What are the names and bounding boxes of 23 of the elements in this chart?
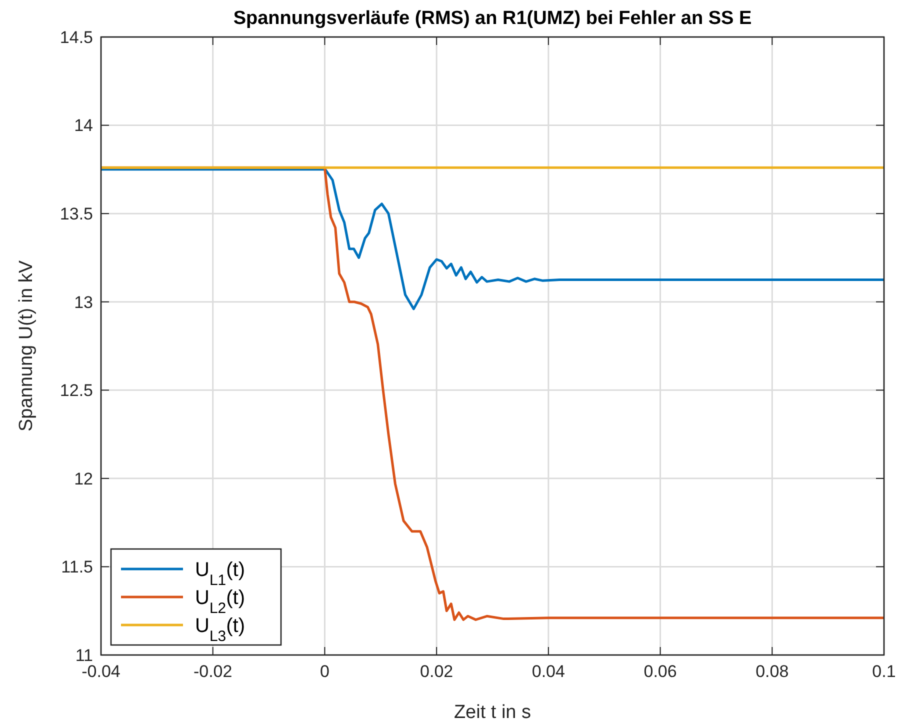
x-tick-label: 0.02 [420, 662, 454, 681]
x-tick-label: 0.08 [756, 662, 789, 681]
x-axis-title: Zeit t in s [454, 702, 532, 723]
x-tick-label: 0.06 [644, 662, 677, 681]
y-axis-title: Spannung U(t) in kV [16, 260, 37, 432]
y-tick-label: 14.5 [60, 28, 93, 47]
legend-label: U$_{L1}$(t) [195, 559, 246, 588]
y-tick-label: 11 [75, 646, 93, 665]
y-tick-label: 14 [74, 116, 93, 136]
legend-label: U$_{L3}$(t) [195, 615, 246, 644]
x-tick-label: 0 [320, 662, 330, 681]
y-tick-label: 12 [74, 469, 93, 488]
y-tick-label: 11.5 [61, 558, 93, 577]
x-tick-label: 0.1 [872, 662, 896, 681]
y-tick-label: 13 [74, 292, 93, 312]
x-tick-label: 0.04 [532, 662, 565, 681]
chart-title: Spannungsverläufe (RMS) an R1(UMZ) bei Fehler an SS E [233, 8, 752, 29]
x-tick-label: -0.02 [193, 662, 232, 681]
legend-label: U$_{L2}$(t) [195, 587, 246, 616]
y-tick-label: 12.5 [60, 381, 93, 400]
line-series [101, 168, 884, 310]
y-tick-label: 13.5 [60, 204, 93, 224]
x-tick-label: -0.04 [82, 662, 120, 681]
